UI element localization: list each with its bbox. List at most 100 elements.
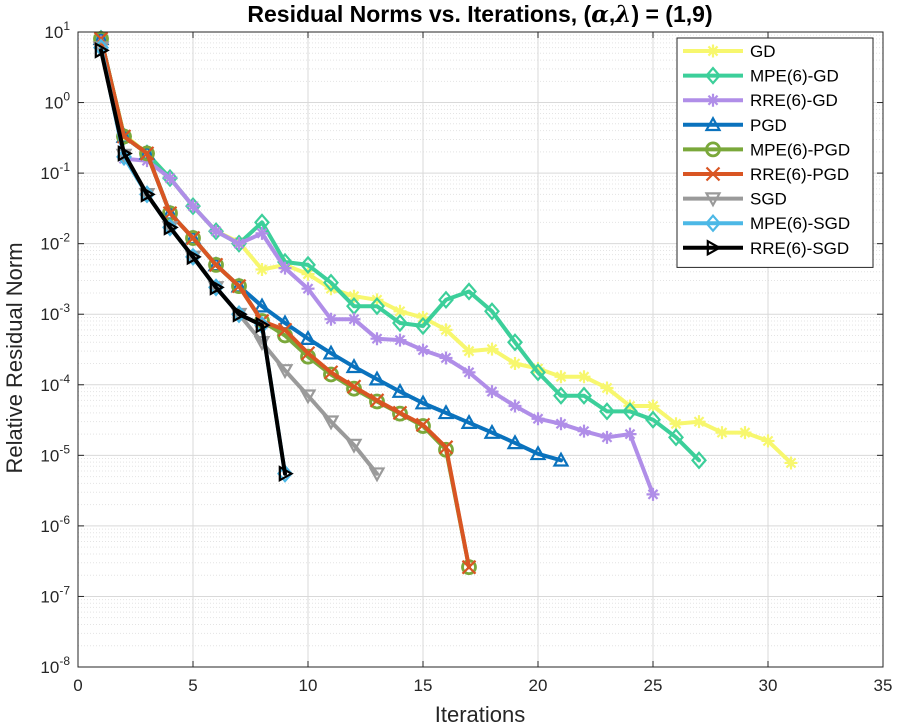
legend-marker: [705, 214, 721, 233]
data-point: [232, 305, 248, 323]
legend-item: MPE(6)-PGD: [683, 140, 850, 159]
data-point: [139, 145, 155, 162]
data-point: [438, 440, 454, 455]
data-point: [162, 205, 178, 221]
data-point: [462, 344, 476, 358]
y-tick-label: 10-1: [40, 160, 70, 183]
data-point: [299, 389, 317, 405]
data-point: [460, 413, 478, 430]
data-point: [761, 434, 775, 448]
y-tick-label: 101: [44, 19, 70, 42]
data-point: [784, 456, 798, 470]
data-point: [483, 423, 501, 439]
data-point: [531, 362, 545, 376]
data-point: [345, 358, 363, 374]
legend-marker: [704, 192, 722, 208]
data-point: [461, 559, 477, 575]
data-point: [232, 237, 246, 251]
data-point: [276, 364, 294, 380]
data-point: [139, 146, 155, 161]
legend-marker: [705, 166, 721, 182]
x-tick-label: 15: [414, 676, 433, 695]
data-point: [140, 185, 156, 203]
data-point: [301, 267, 315, 281]
data-point: [576, 386, 592, 405]
data-point: [530, 363, 546, 382]
data-point: [552, 451, 570, 467]
data-point: [668, 428, 684, 447]
tick-labels: 0 5 10 15 20 25 30 35 101 100 10-1 10-2 10-3 10-4 10-5…: [40, 19, 892, 695]
data-point: [577, 424, 591, 438]
data-point: [255, 226, 269, 240]
data-point: [231, 278, 247, 294]
legend-marker: [705, 141, 721, 158]
legend-marker: [706, 44, 720, 58]
data-point: [278, 465, 294, 483]
y-tick-label: 100: [44, 90, 70, 113]
data-point: [415, 418, 431, 434]
data-point: [300, 255, 316, 275]
data-point: [485, 385, 499, 399]
data-point: [368, 370, 386, 386]
y-tick-label: 10-8: [40, 654, 70, 677]
data-point: [392, 405, 408, 422]
data-point: [646, 399, 660, 413]
legend-label: GD: [750, 42, 776, 61]
data-point: [393, 333, 407, 347]
legend-label: RRE(6)-SGD: [750, 239, 849, 258]
data-point: [691, 451, 707, 470]
plot-border: [77, 31, 884, 668]
legend-label: MPE(6)-PGD: [750, 140, 850, 159]
data-point: [600, 430, 614, 444]
data-point: [439, 351, 453, 365]
data-point: [322, 344, 340, 360]
data-point: [369, 393, 385, 408]
data-point: [692, 415, 706, 429]
data-point: [622, 402, 638, 421]
legend-item: PGD: [683, 116, 787, 135]
legend-label: SGD: [750, 190, 787, 209]
data-point: [346, 379, 362, 394]
data-point: [347, 289, 361, 303]
data-point: [186, 199, 200, 213]
data-point: [461, 282, 477, 301]
data-point: [278, 261, 292, 275]
legend-label: PGD: [750, 116, 787, 135]
data-point: [531, 412, 545, 426]
data-point: [553, 386, 569, 405]
y-tick-label: 10-7: [40, 583, 70, 606]
data-point: [623, 399, 637, 413]
legend-label: RRE(6)-GD: [750, 91, 838, 110]
x-tick-label: 0: [73, 676, 82, 695]
data-point: [438, 290, 454, 310]
data-point: [599, 402, 615, 421]
legend-item: MPE(6)-GD: [683, 66, 839, 86]
data-point: [301, 282, 315, 296]
data-point: [117, 145, 133, 162]
data-point: [623, 427, 637, 441]
data-point: [324, 312, 338, 326]
data-point: [323, 273, 339, 292]
data-point: [645, 410, 661, 429]
legend-label: RRE(6)-PGD: [750, 165, 849, 184]
y-axis-label: Relative Residual Norm: [2, 242, 27, 473]
data-point: [185, 230, 201, 246]
data-point: [507, 333, 523, 352]
data-point: [209, 279, 225, 296]
data-point: [506, 434, 524, 450]
legend-item: RRE(6)-GD: [683, 91, 838, 110]
data-point: [277, 322, 293, 338]
y-tick-label: 10-6: [40, 513, 70, 536]
legend-marker: [704, 116, 722, 132]
data-point: [529, 445, 547, 461]
data-point: [208, 257, 224, 273]
data-point: [369, 297, 385, 316]
data-point: [391, 382, 409, 398]
legend-item: SGD: [683, 190, 787, 209]
legend-label: MPE(6)-SGD: [750, 214, 850, 233]
legend-item: RRE(6)-PGD: [683, 165, 849, 184]
data-point: [646, 487, 660, 501]
axes-frame: [77, 31, 884, 668]
data-point: [437, 404, 455, 420]
